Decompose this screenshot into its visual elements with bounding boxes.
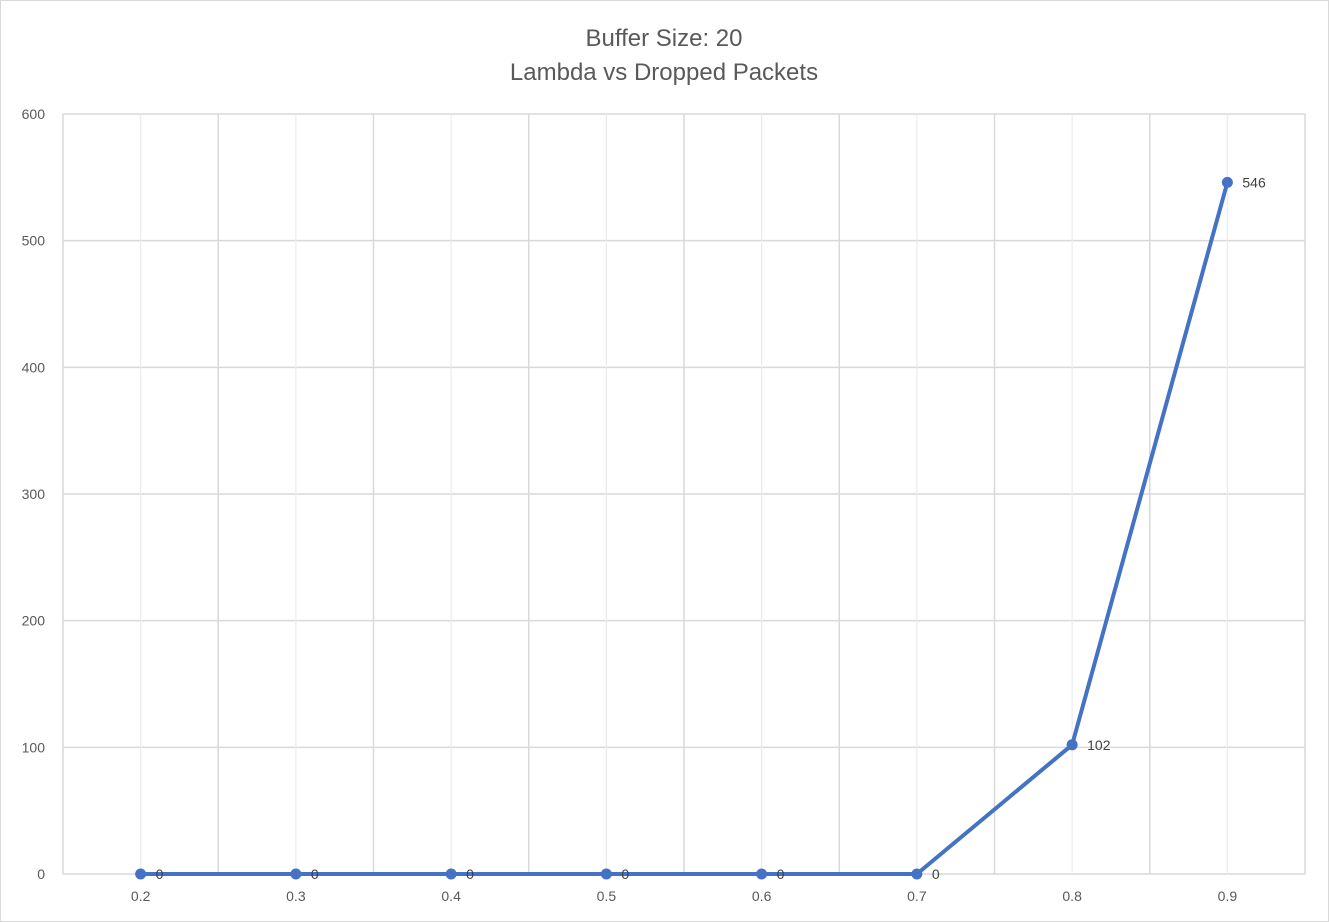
data-point bbox=[1066, 739, 1078, 751]
y-tick-label: 300 bbox=[22, 486, 46, 502]
y-tick-label: 400 bbox=[22, 359, 46, 375]
y-tick-label: 0 bbox=[37, 866, 45, 882]
data-point bbox=[911, 868, 923, 880]
x-tick-label: 0.3 bbox=[286, 888, 306, 904]
data-point bbox=[1221, 176, 1233, 188]
grid-lines bbox=[62, 113, 1306, 875]
y-tick-label: 600 bbox=[22, 106, 46, 122]
y-tick-label: 500 bbox=[22, 233, 46, 249]
y-tick-label: 200 bbox=[22, 613, 46, 629]
chart-subtitle: Lambda vs Dropped Packets bbox=[510, 59, 818, 86]
data-label: 0 bbox=[621, 866, 629, 882]
data-label: 0 bbox=[156, 866, 164, 882]
series-group: 0 0 0 0 0 0 102 546 bbox=[135, 174, 1266, 882]
chart-title: Buffer Size: 20 bbox=[586, 25, 743, 52]
data-point bbox=[290, 868, 302, 880]
data-label: 0 bbox=[466, 866, 474, 882]
x-axis-ticks: 0.2 0.3 0.4 0.5 0.6 0.7 0.8 0.9 bbox=[131, 888, 1237, 904]
x-tick-label: 0.6 bbox=[752, 888, 772, 904]
series-line bbox=[138, 180, 1230, 876]
data-label: 102 bbox=[1087, 737, 1111, 753]
data-point bbox=[445, 868, 457, 880]
x-tick-label: 0.5 bbox=[597, 888, 617, 904]
x-tick-label: 0.4 bbox=[441, 888, 461, 904]
data-label: 0 bbox=[311, 866, 319, 882]
data-label: 0 bbox=[777, 866, 785, 882]
data-label: 0 bbox=[932, 866, 940, 882]
x-tick-label: 0.7 bbox=[907, 888, 927, 904]
data-label: 546 bbox=[1242, 174, 1266, 190]
data-point bbox=[135, 868, 147, 880]
y-tick-label: 100 bbox=[22, 739, 46, 755]
data-point bbox=[600, 868, 612, 880]
y-axis-ticks: 0 100 200 300 400 500 600 bbox=[22, 106, 46, 882]
x-tick-label: 0.2 bbox=[131, 888, 151, 904]
data-point bbox=[756, 868, 768, 880]
x-tick-label: 0.9 bbox=[1218, 888, 1238, 904]
x-tick-label: 0.8 bbox=[1062, 888, 1082, 904]
